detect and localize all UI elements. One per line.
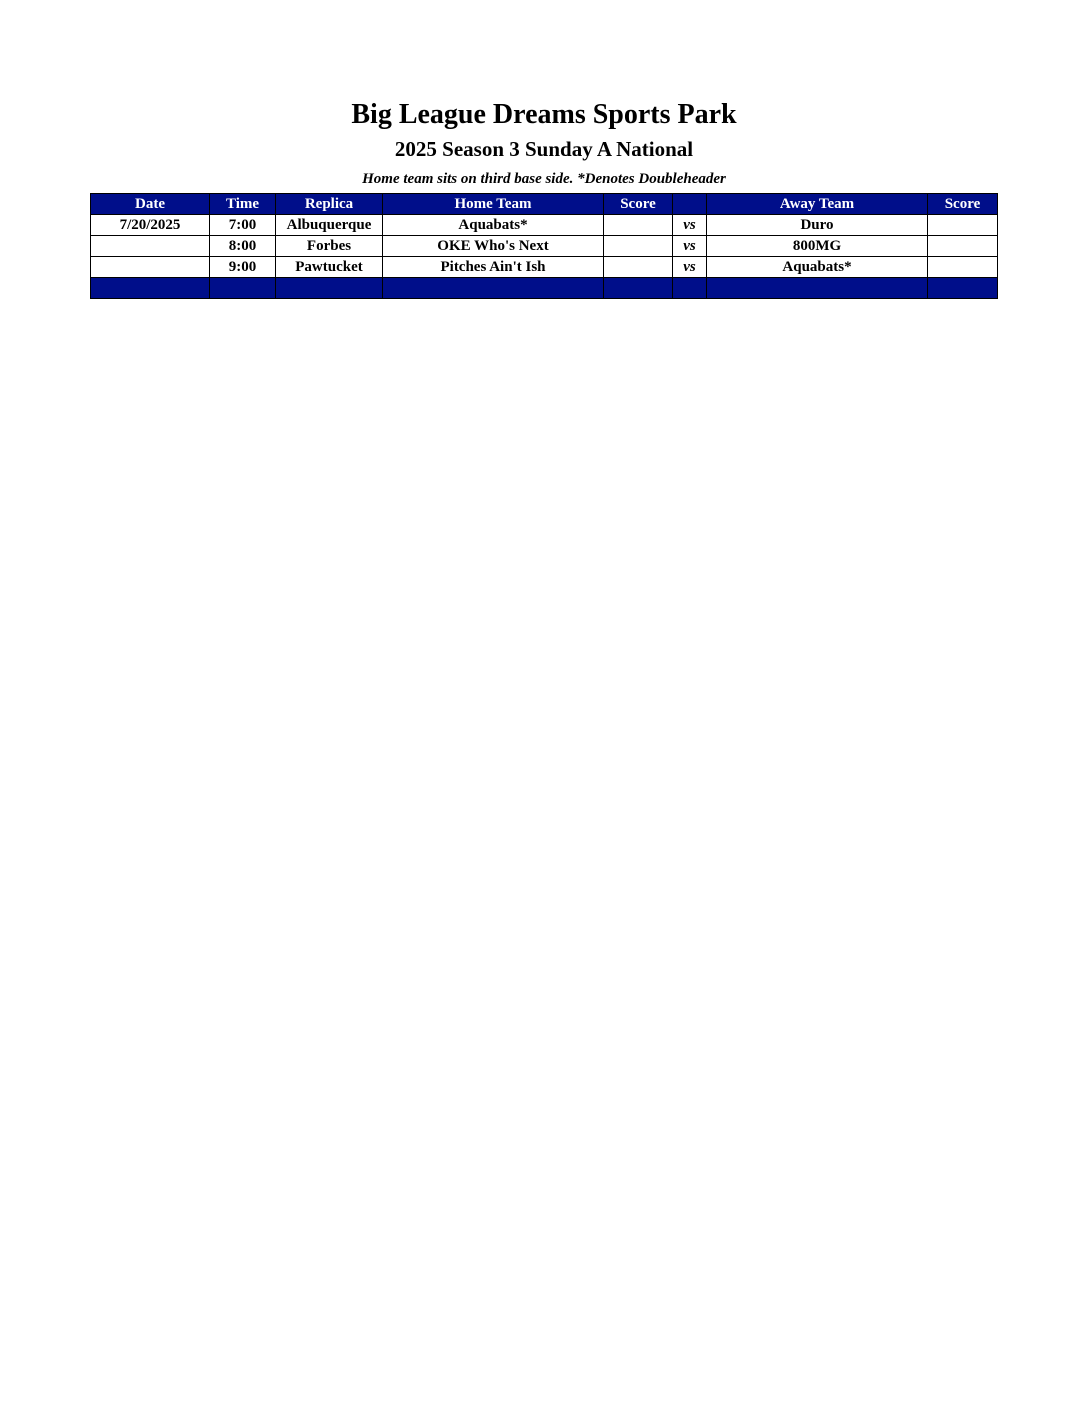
column-header-away-team: Away Team [706,193,928,215]
header-row: Date Time Replica Home Team Score Away T… [90,193,998,215]
away-team-cell: Aquabats* [706,256,928,278]
vs-cell: vs [672,214,707,236]
column-header-date: Date [90,193,210,215]
home-team-cell: OKE Who's Next [382,235,604,257]
away-team-cell: Duro [706,214,928,236]
column-header-time: Time [209,193,276,215]
column-header-home-score: Score [603,193,673,215]
schedule-table: Date Time Replica Home Team Score Away T… [90,193,998,299]
footer-cell [382,277,604,299]
footer-cell [927,277,998,299]
time-cell: 9:00 [209,256,276,278]
date-cell [90,235,210,257]
column-header-replica: Replica [275,193,383,215]
date-cell: 7/20/2025 [90,214,210,236]
footer-cell [672,277,707,299]
field-cell: Albuquerque [275,214,383,236]
footer-row [90,277,998,299]
away-score-cell [927,256,998,278]
table-row: 7/20/2025 7:00 Albuquerque Aquabats* vs … [90,214,998,236]
home-score-cell [603,256,673,278]
away-score-cell [927,214,998,236]
away-team-cell: 800MG [706,235,928,257]
field-cell: Forbes [275,235,383,257]
time-cell: 8:00 [209,235,276,257]
footer-cell [603,277,673,299]
table-row: 8:00 Forbes OKE Who's Next vs 800MG [90,235,998,257]
time-cell: 7:00 [209,214,276,236]
home-team-cell: Pitches Ain't Ish [382,256,604,278]
footer-cell [706,277,928,299]
page-subtitle: 2025 Season 3 Sunday A National [394,137,694,161]
column-header-vs [672,193,707,215]
vs-cell: vs [672,256,707,278]
footer-cell [90,277,210,299]
away-score-cell [927,235,998,257]
footer-cell [275,277,383,299]
page-title: Big League Dreams Sports Park [351,99,737,130]
field-cell: Pawtucket [275,256,383,278]
table-row: 9:00 Pawtucket Pitches Ain't Ish vs Aqua… [90,256,998,278]
home-team-cell: Aquabats* [382,214,604,236]
home-score-cell [603,214,673,236]
column-header-home-team: Home Team [382,193,604,215]
vs-cell: vs [672,235,707,257]
footer-cell [209,277,276,299]
home-score-cell [603,235,673,257]
date-cell [90,256,210,278]
schedule-note: Home team sits on third base side. *Deno… [362,171,726,187]
column-header-away-score: Score [927,193,998,215]
